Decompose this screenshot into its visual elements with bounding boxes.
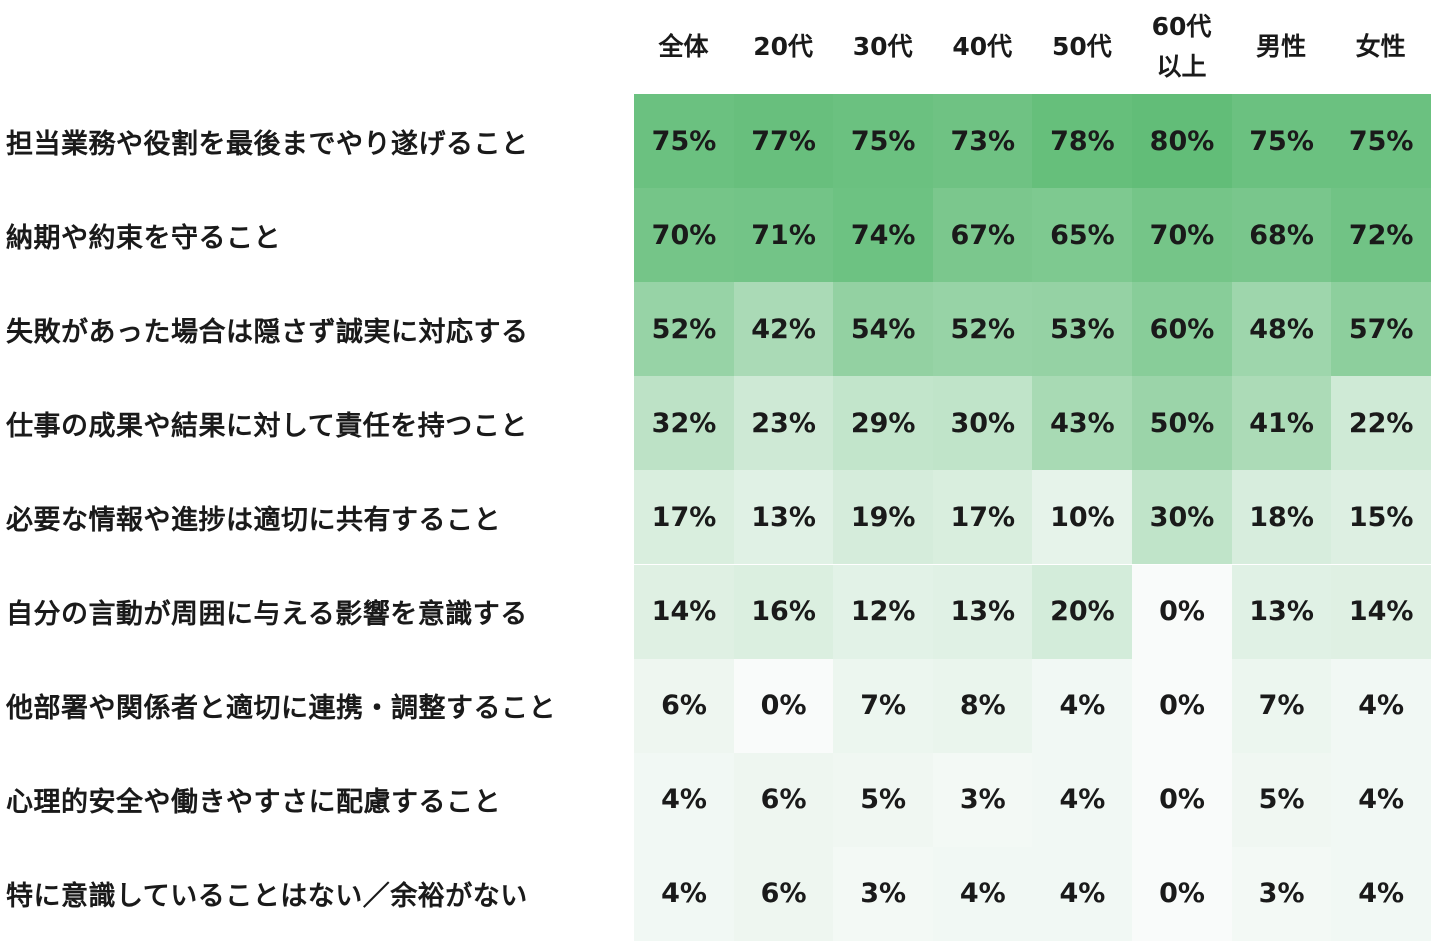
heatmap-cell: 77% — [733, 94, 834, 188]
heatmap-cell: 70% — [1132, 188, 1232, 283]
heatmap-cell: 60% — [1132, 282, 1232, 377]
heatmap-cell: 30% — [1132, 470, 1232, 565]
heatmap-cell: 6% — [733, 752, 834, 847]
heatmap-cell: 4% — [1032, 752, 1133, 847]
heatmap-cell: 8% — [932, 658, 1033, 753]
column-header: 30代 — [852, 32, 913, 61]
row-label: 心理的安全や働きやすさに配慮すること — [6, 787, 501, 819]
heatmap-cell: 18% — [1231, 470, 1332, 565]
heatmap-cell: 71% — [733, 188, 834, 283]
heatmap-cell: 14% — [634, 564, 734, 659]
heatmap-cell: 13% — [733, 470, 834, 565]
heatmap-cell: 6% — [634, 658, 734, 753]
heatmap-cell: 10% — [1032, 470, 1133, 565]
heatmap-cell: 23% — [733, 376, 834, 471]
heatmap-cell: 73% — [932, 94, 1033, 188]
heatmap-cell: 75% — [1331, 94, 1432, 188]
heatmap-cell: 20% — [1032, 564, 1133, 659]
heatmap-cell: 6% — [733, 846, 834, 941]
heatmap-cell: 4% — [1032, 846, 1133, 941]
heatmap-cell: 7% — [833, 658, 934, 753]
heatmap-cell: 42% — [733, 282, 834, 377]
row-label: 納期や約束を守ること — [6, 222, 281, 254]
heatmap-cell: 12% — [833, 564, 934, 659]
heatmap-cell: 13% — [1231, 564, 1332, 659]
row-label: 担当業務や役割を最後までやり遂げること — [6, 128, 529, 160]
heatmap-cell: 65% — [1032, 188, 1133, 283]
heatmap-cell: 0% — [733, 658, 834, 753]
heatmap-cell: 5% — [833, 752, 934, 847]
heatmap-cell: 75% — [833, 94, 934, 188]
heatmap-cell: 4% — [932, 846, 1033, 941]
heatmap-cell: 48% — [1231, 282, 1332, 377]
heatmap-cell: 22% — [1331, 376, 1432, 471]
column-header: 50代 — [1051, 32, 1112, 61]
heatmap-cell: 19% — [833, 470, 934, 565]
heatmap-cell: 43% — [1032, 376, 1133, 471]
column-header: 男性 — [1256, 32, 1307, 61]
heatmap-cell: 57% — [1331, 282, 1432, 377]
row-label: 仕事の成果や結果に対して責任を持つこと — [6, 410, 528, 442]
heatmap-cell: 4% — [1331, 658, 1432, 753]
heatmap-cell: 70% — [634, 188, 734, 283]
column-header: 全体 — [658, 32, 709, 61]
heatmap-cell: 3% — [932, 752, 1033, 847]
heatmap-cell: 54% — [833, 282, 934, 377]
heatmap-cell: 0% — [1132, 846, 1232, 941]
heatmap-cell: 17% — [932, 470, 1033, 565]
heatmap-cell: 75% — [634, 94, 734, 188]
heatmap-cell: 0% — [1132, 658, 1232, 753]
heatmap-cell: 50% — [1132, 376, 1232, 471]
column-header: 40代 — [952, 32, 1013, 61]
heatmap-cell: 13% — [932, 564, 1033, 659]
heatmap-cell: 3% — [1231, 846, 1332, 941]
heatmap-cell: 52% — [932, 282, 1033, 377]
column-header: 60代 以上 — [1151, 12, 1212, 81]
heatmap-cell: 80% — [1132, 94, 1232, 188]
heatmap-cell: 16% — [733, 564, 834, 659]
heatmap-cell: 72% — [1331, 188, 1432, 283]
heatmap-cell: 4% — [1331, 846, 1432, 941]
heatmap-cell: 5% — [1231, 752, 1332, 847]
heatmap-cell: 4% — [1032, 658, 1133, 753]
heatmap-cell: 3% — [833, 846, 934, 941]
heatmap-cell: 4% — [1331, 752, 1432, 847]
heatmap-cell: 53% — [1032, 282, 1133, 377]
heatmap-cell: 7% — [1231, 658, 1332, 753]
heatmap-cell: 14% — [1331, 564, 1432, 659]
heatmap-cell: 75% — [1231, 94, 1332, 188]
heatmap-cell: 15% — [1331, 470, 1432, 565]
heatmap-cell: 29% — [833, 376, 934, 471]
heatmap-cell: 41% — [1231, 376, 1332, 471]
column-header: 女性 — [1355, 32, 1406, 61]
heatmap-cell: 0% — [1132, 752, 1232, 847]
column-header: 20代 — [753, 32, 813, 61]
row-label: 自分の言動が周囲に与える影響を意識する — [6, 599, 528, 630]
heatmap-cell: 67% — [932, 188, 1033, 283]
heatmap-cell: 30% — [932, 376, 1033, 471]
heatmap-cell: 68% — [1231, 188, 1332, 283]
heatmap-cell: 4% — [634, 752, 734, 847]
row-label: 失敗があった場合は隠さず誠実に対応する — [6, 316, 529, 348]
heatmap-cell: 4% — [634, 846, 734, 941]
heatmap-cell: 52% — [634, 282, 734, 377]
row-label: 必要な情報や進捗は適切に共有すること — [6, 504, 501, 536]
heatmap-cell: 32% — [634, 376, 734, 471]
row-label: 他部署や関係者と適切に連携・調整すること — [6, 693, 556, 725]
heatmap-cell: 74% — [833, 188, 934, 283]
heatmap-cell: 78% — [1032, 94, 1133, 188]
heatmap-cell: 0% — [1132, 564, 1232, 659]
heatmap-cell: 17% — [634, 470, 734, 565]
row-label: 特に意識していることはない／余裕がない — [6, 881, 528, 913]
